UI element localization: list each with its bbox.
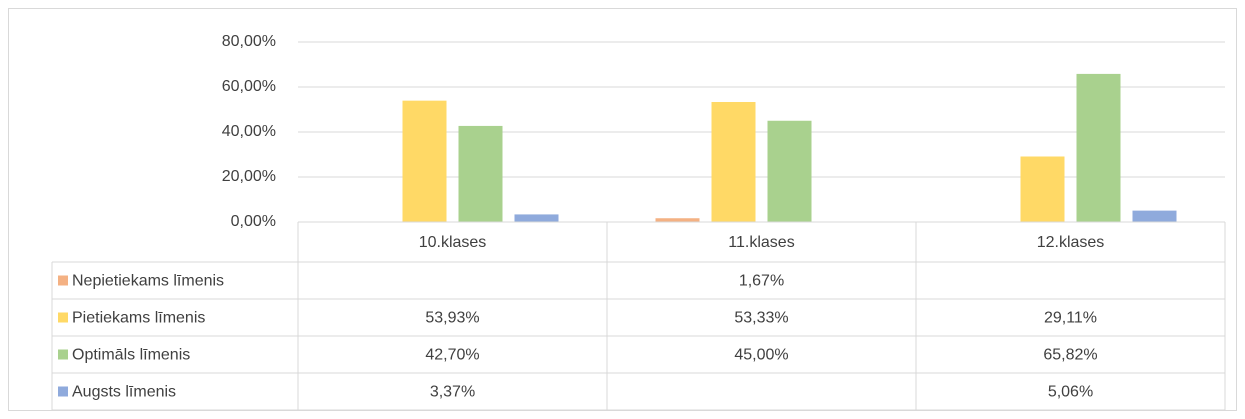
legend-label: Pietiekams līmenis — [72, 310, 205, 327]
legend-swatch — [58, 275, 68, 286]
bar — [767, 120, 812, 222]
bar — [711, 102, 756, 222]
x-tick-label: 12.klases — [1037, 234, 1105, 251]
legend-swatch — [58, 312, 68, 323]
legend-label: Nepietiekams līmenis — [72, 273, 224, 290]
bar — [458, 125, 503, 222]
x-tick-label: 11.klases — [728, 234, 794, 251]
bar — [1132, 210, 1177, 222]
data-label: 1,67% — [739, 273, 784, 290]
data-label: 53,33% — [734, 310, 788, 327]
data-label: 42,70% — [425, 347, 479, 364]
data-label: 3,37% — [430, 384, 475, 401]
bar — [655, 218, 700, 222]
legend-swatch — [58, 386, 68, 397]
legend-label: Augsts līmenis — [72, 384, 176, 401]
y-tick-label: 60,00% — [222, 78, 276, 95]
data-label: 29,11% — [1044, 310, 1097, 327]
data-label: 65,82% — [1043, 347, 1097, 364]
bar — [514, 214, 559, 222]
legend-swatch — [58, 349, 68, 360]
y-tick-label: 40,00% — [222, 123, 276, 140]
bar — [402, 100, 447, 222]
y-tick-label: 80,00% — [222, 33, 276, 50]
data-label: 5,06% — [1048, 384, 1093, 401]
x-tick-label: 10.klases — [419, 234, 487, 251]
bar — [1020, 156, 1065, 222]
y-tick-label: 0,00% — [231, 213, 276, 230]
data-label: 53,93% — [425, 310, 479, 327]
y-tick-label: 20,00% — [222, 168, 276, 185]
data-label: 45,00% — [734, 347, 788, 364]
legend-label: Optimāls līmenis — [72, 347, 190, 364]
bar — [1076, 73, 1121, 222]
